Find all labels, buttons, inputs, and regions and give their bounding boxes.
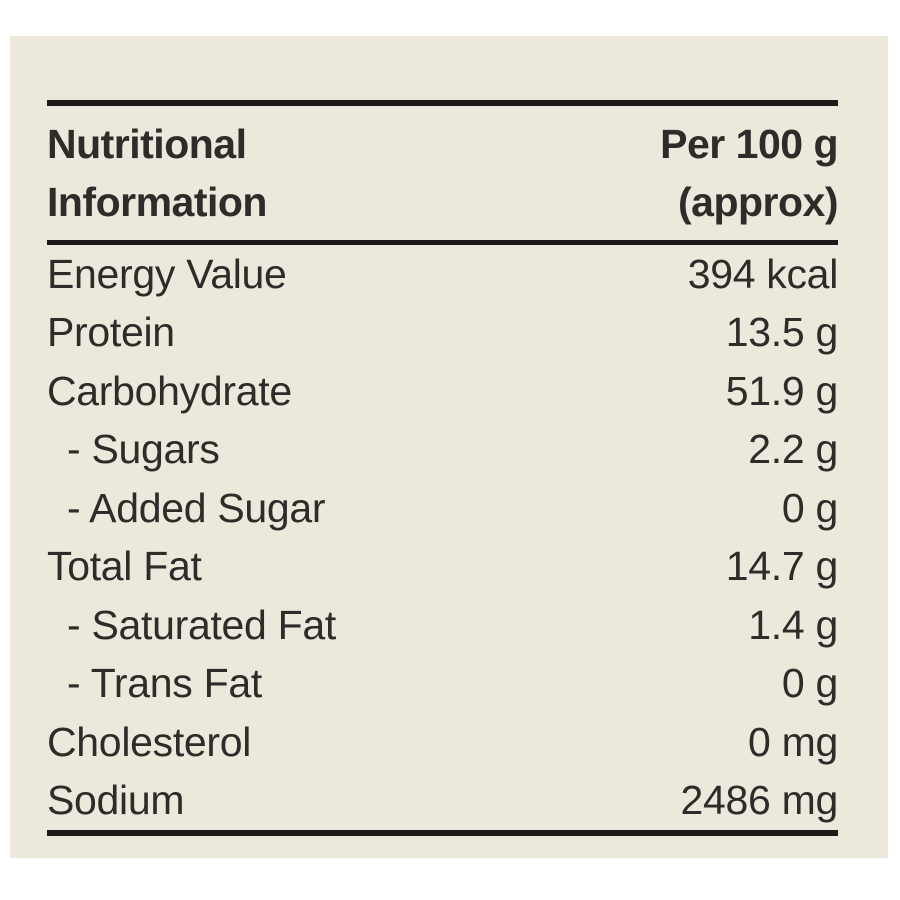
row-label: - Trans Fat: [67, 660, 262, 707]
row-label: Protein: [47, 309, 175, 356]
row-value: 0 mg: [748, 718, 838, 765]
nutrition-rows: Energy Value 394 kcal Protein 13.5 g Car…: [47, 245, 838, 830]
row-label: Cholesterol: [47, 718, 252, 765]
row-value: 394 kcal: [687, 250, 839, 297]
row-value: 0 g: [781, 484, 838, 531]
table-row: - Trans Fat 0 g: [47, 655, 838, 714]
per-column-header: Per 100 g (approx): [660, 115, 838, 231]
nutrition-label: Nutritional Information Per 100 g (appro…: [10, 36, 888, 858]
label-content: Nutritional Information Per 100 g (appro…: [47, 36, 838, 836]
label-header: Nutritional Information Per 100 g (appro…: [47, 106, 838, 240]
row-label: - Saturated Fat: [67, 601, 336, 648]
row-value: 2.2 g: [748, 426, 838, 473]
row-value: 13.5 g: [725, 309, 839, 356]
row-label: Energy Value: [47, 250, 287, 297]
row-label: - Added Sugar: [67, 484, 326, 531]
header-divider-rule: [47, 240, 838, 245]
per-column-line2: (approx): [678, 179, 838, 225]
table-row: - Sugars 2.2 g: [47, 421, 838, 480]
row-label: - Sugars: [67, 426, 220, 473]
table-row: - Saturated Fat 1.4 g: [47, 596, 838, 655]
row-label: Carbohydrate: [47, 367, 292, 414]
table-row: Energy Value 394 kcal: [47, 245, 838, 304]
per-column-line1: Per 100 g: [660, 121, 838, 167]
table-row: Cholesterol 0 mg: [47, 713, 838, 772]
top-rule: [47, 100, 838, 106]
table-row: Sodium 2486 mg: [47, 772, 838, 831]
row-label: Total Fat: [47, 543, 202, 590]
table-row: Protein 13.5 g: [47, 304, 838, 363]
row-value: 51.9 g: [725, 367, 839, 414]
table-row: Carbohydrate 51.9 g: [47, 362, 838, 421]
row-value: 14.7 g: [725, 543, 839, 590]
row-value: 0 g: [781, 660, 838, 707]
label-title: Nutritional Information: [47, 121, 267, 225]
row-value: 1.4 g: [748, 601, 838, 648]
row-value: 2486 mg: [680, 777, 839, 824]
bottom-rule: [47, 830, 838, 836]
table-row: - Added Sugar 0 g: [47, 479, 838, 538]
table-row: Total Fat 14.7 g: [47, 538, 838, 597]
row-label: Sodium: [47, 777, 185, 824]
